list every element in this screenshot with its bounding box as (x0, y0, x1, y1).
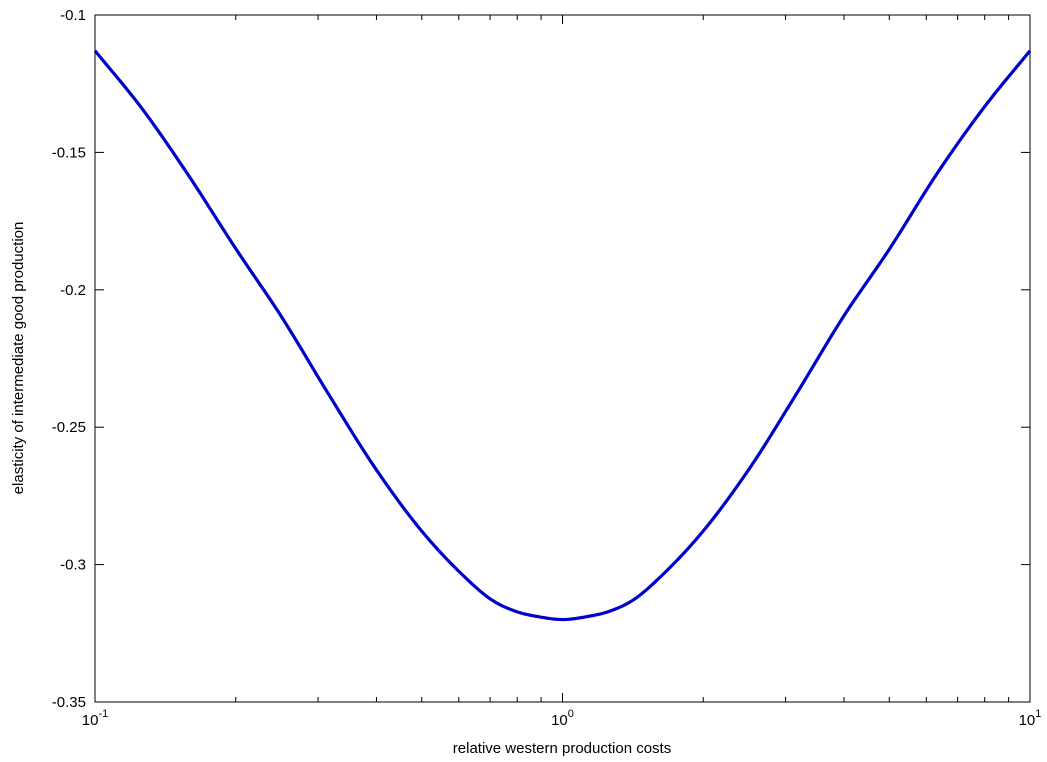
y-tick-label: -0.35 (52, 694, 86, 711)
y-tick-label: -0.3 (60, 557, 86, 574)
x-tick-label-exponent: 1 (1035, 708, 1041, 720)
y-tick-label: -0.15 (52, 144, 86, 161)
x-tick-label-base: 10 (1019, 712, 1036, 729)
series-layer (93, 49, 1032, 622)
x-tick-label: 10-1 (82, 708, 108, 729)
x-tick-label-exponent: 0 (568, 708, 574, 720)
plot-area (94, 14, 1031, 703)
x-tick-label: 100 (551, 708, 574, 729)
y-tick-label: -0.2 (60, 282, 86, 299)
y-tick-label: -0.1 (60, 7, 86, 24)
x-tick-label-base: 10 (82, 712, 99, 729)
y-axis-title: elasticity of intermediate good producti… (10, 222, 27, 495)
series-line (93, 49, 1032, 622)
x-tick-label-base: 10 (551, 712, 568, 729)
y-tick-label: -0.25 (52, 419, 86, 436)
x-tick-label: 101 (1019, 708, 1042, 729)
x-axis-title: relative western production costs (453, 740, 671, 757)
x-tick-label-exponent: -1 (98, 708, 108, 720)
